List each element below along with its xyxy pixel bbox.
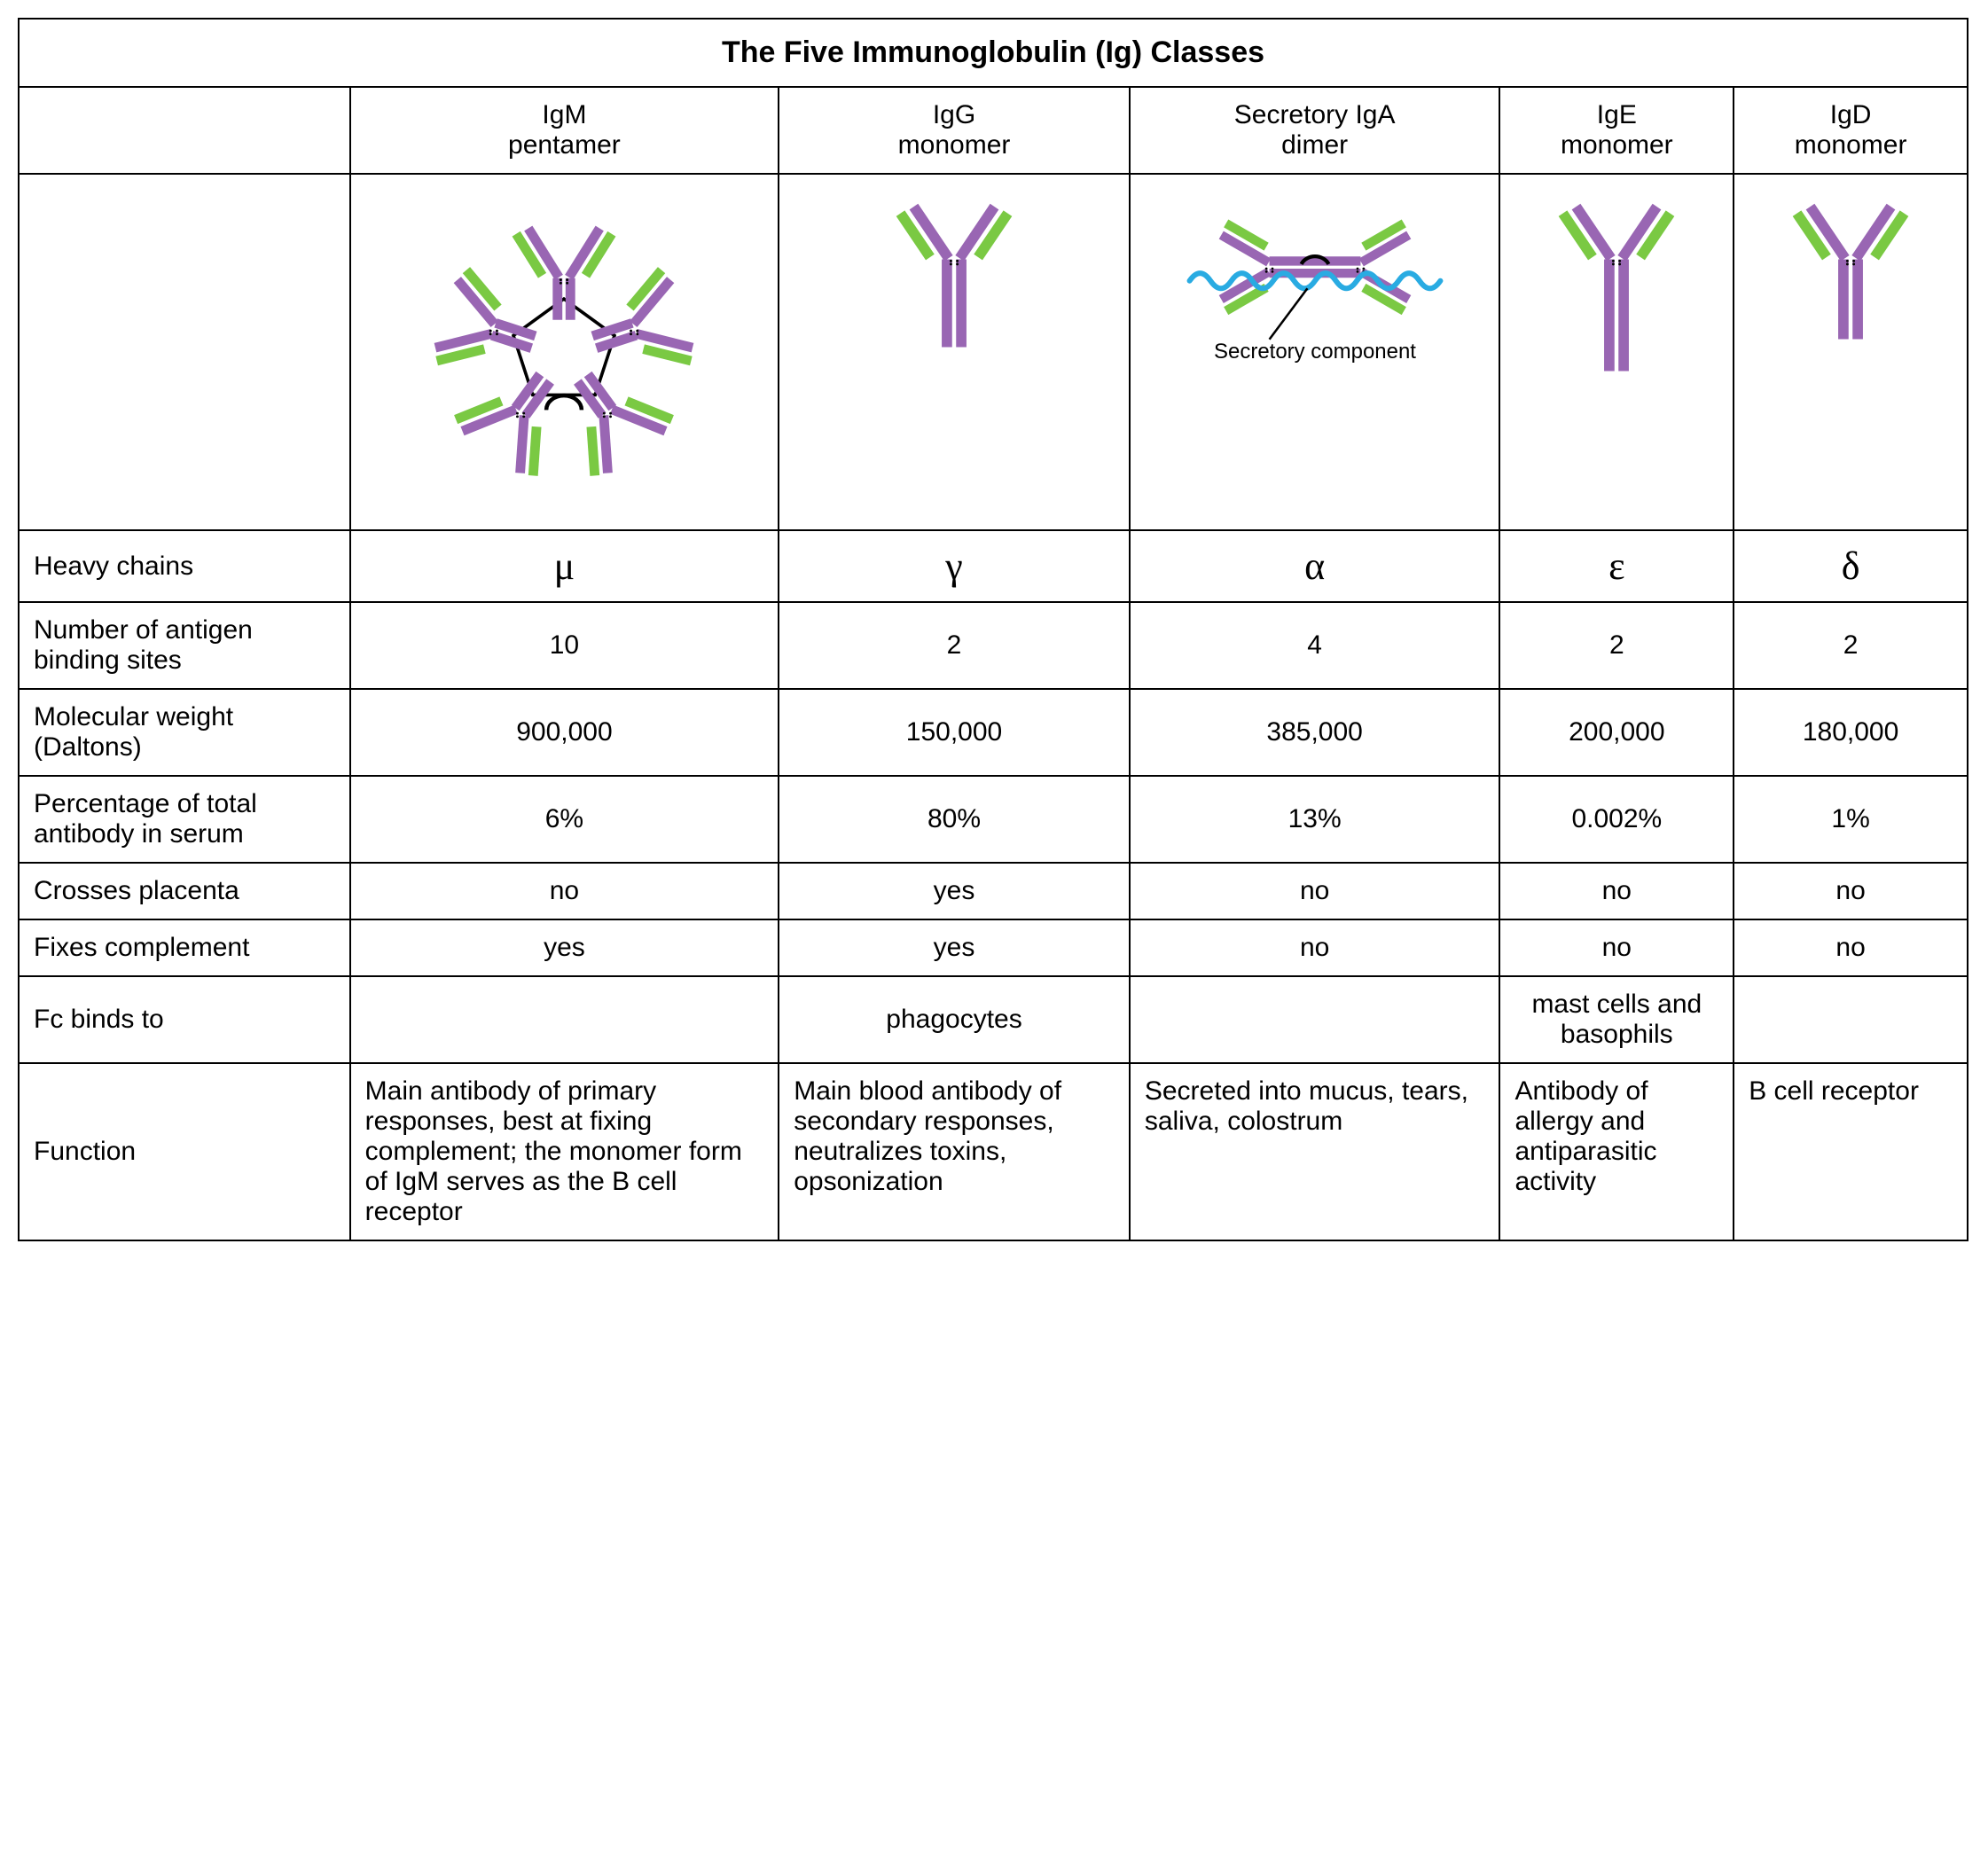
ig-classes-table: The Five Immunoglobulin (Ig) Classes IgM… <box>18 18 1968 1241</box>
col-header-3: IgEmonomer <box>1499 87 1734 174</box>
cell-0-1: γ <box>779 530 1130 602</box>
diagram-1 <box>779 174 1130 530</box>
cell-0-0: μ <box>350 530 779 602</box>
cell-1-3: 2 <box>1499 602 1734 689</box>
cell-3-2: 13% <box>1130 776 1500 863</box>
cell-7-2: Secreted into mucus, tears, saliva, colo… <box>1130 1063 1500 1240</box>
row-label-3: Percentage of total antibody in serum <box>19 776 350 863</box>
cell-1-1: 2 <box>779 602 1130 689</box>
diagram-3 <box>1499 174 1734 530</box>
cell-7-3: Antibody of allergy and antiparasitic ac… <box>1499 1063 1734 1240</box>
cell-3-1: 80% <box>779 776 1130 863</box>
cell-0-2: α <box>1130 530 1500 602</box>
row-label-0: Heavy chains <box>19 530 350 602</box>
cell-6-1: phagocytes <box>779 976 1130 1063</box>
cell-4-4: no <box>1734 863 1968 919</box>
row-label-2: Molecular weight (Daltons) <box>19 689 350 776</box>
corner-cell <box>19 87 350 174</box>
row-label-7: Function <box>19 1063 350 1240</box>
cell-2-0: 900,000 <box>350 689 779 776</box>
cell-6-2 <box>1130 976 1500 1063</box>
cell-1-2: 4 <box>1130 602 1500 689</box>
cell-2-4: 180,000 <box>1734 689 1968 776</box>
cell-2-2: 385,000 <box>1130 689 1500 776</box>
cell-5-4: no <box>1734 919 1968 976</box>
cell-5-0: yes <box>350 919 779 976</box>
cell-7-4: B cell receptor <box>1734 1063 1968 1240</box>
cell-1-4: 2 <box>1734 602 1968 689</box>
cell-1-0: 10 <box>350 602 779 689</box>
cell-4-0: no <box>350 863 779 919</box>
svg-text:Secretory component: Secretory component <box>1214 340 1416 364</box>
diagram-2: Secretory component <box>1130 174 1500 530</box>
cell-5-2: no <box>1130 919 1500 976</box>
col-header-0: IgMpentamer <box>350 87 779 174</box>
diagram-0 <box>350 174 779 530</box>
diagram-4 <box>1734 174 1968 530</box>
cell-2-1: 150,000 <box>779 689 1130 776</box>
cell-4-1: yes <box>779 863 1130 919</box>
cell-3-0: 6% <box>350 776 779 863</box>
cell-6-3: mast cells and basophils <box>1499 976 1734 1063</box>
cell-6-0 <box>350 976 779 1063</box>
cell-7-1: Main blood antibody of secondary respons… <box>779 1063 1130 1240</box>
cell-5-1: yes <box>779 919 1130 976</box>
diagram-row-header <box>19 174 350 530</box>
col-header-2: Secretory IgAdimer <box>1130 87 1500 174</box>
row-label-6: Fc binds to <box>19 976 350 1063</box>
cell-3-3: 0.002% <box>1499 776 1734 863</box>
cell-2-3: 200,000 <box>1499 689 1734 776</box>
cell-3-4: 1% <box>1734 776 1968 863</box>
col-header-1: IgGmonomer <box>779 87 1130 174</box>
cell-4-2: no <box>1130 863 1500 919</box>
row-label-1: Number of antigen binding sites <box>19 602 350 689</box>
cell-6-4 <box>1734 976 1968 1063</box>
cell-7-0: Main antibody of primary responses, best… <box>350 1063 779 1240</box>
cell-4-3: no <box>1499 863 1734 919</box>
cell-0-3: ε <box>1499 530 1734 602</box>
row-label-5: Fixes complement <box>19 919 350 976</box>
col-header-4: IgDmonomer <box>1734 87 1968 174</box>
cell-5-3: no <box>1499 919 1734 976</box>
table-title: The Five Immunoglobulin (Ig) Classes <box>19 19 1968 87</box>
row-label-4: Crosses placenta <box>19 863 350 919</box>
cell-0-4: δ <box>1734 530 1968 602</box>
